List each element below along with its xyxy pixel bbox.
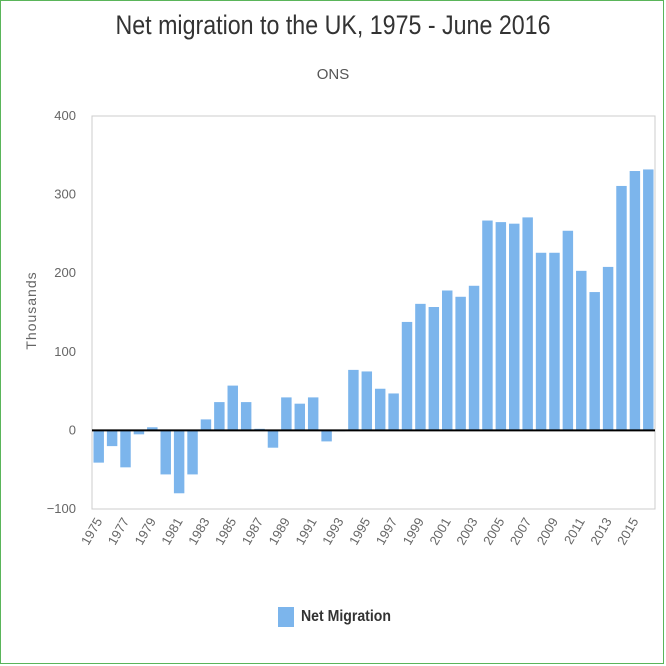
y-axis-label: Thousands [23,271,39,349]
legend-swatch [278,607,294,627]
bar-2011[interactable] [576,270,587,431]
x-tick-label: 1991 [292,515,319,548]
bar-1984[interactable] [214,402,225,431]
bar-2012[interactable] [589,292,600,431]
bar-1983[interactable] [200,419,212,431]
bar-2016[interactable] [643,169,654,431]
y-tick-label: 100 [54,344,76,359]
bar-1980[interactable] [160,430,171,475]
bar-2006[interactable] [509,223,520,431]
bar-2002[interactable] [455,296,466,431]
x-tick-label: 1981 [158,515,185,548]
bar-1979[interactable] [147,427,158,431]
x-tick-label: 2009 [534,515,561,548]
bar-1985[interactable] [227,385,238,431]
chart-title: Net migration to the UK, 1975 - June 201… [115,10,551,40]
bar-1998[interactable] [401,321,413,431]
x-tick-label: 2013 [587,515,614,548]
bar-2003[interactable] [468,285,480,431]
y-tick-label: 300 [54,187,76,202]
plot-area-border [91,115,656,510]
x-tick-label: 1999 [400,515,427,548]
bar-1977[interactable] [120,430,131,468]
y-tick-label: −100 [47,501,76,516]
x-tick-label: 1997 [373,515,400,548]
x-tick-label: 1985 [212,515,239,548]
bar-1996[interactable] [374,388,386,431]
y-tick-label: 400 [54,108,76,123]
legend[interactable]: Net Migration [278,606,403,628]
y-tick-label: 0 [69,422,76,437]
bar-1975[interactable] [93,430,104,463]
x-tick-label: 2015 [614,515,641,548]
bar-1978[interactable] [133,430,145,435]
bar-2005[interactable] [495,222,507,431]
bar-1991[interactable] [307,397,319,431]
legend-label: Net Migration [301,608,391,625]
chart-subtitle: ONS [316,66,350,83]
x-tick-label: 1993 [319,515,346,548]
bar-1992[interactable] [321,430,332,442]
x-tick-label: 1975 [78,515,105,548]
x-tick-label: 1989 [266,515,293,548]
bar-2009[interactable] [549,252,560,431]
bar-1986[interactable] [240,402,252,431]
bar-2001[interactable] [442,290,453,431]
x-tick-label: 2001 [426,515,453,548]
x-tick-label: 1977 [105,515,132,548]
bar-1982[interactable] [187,430,198,475]
bar-1997[interactable] [388,393,399,431]
bar-2000[interactable] [428,307,440,431]
y-tick-label: 200 [54,265,76,280]
bar-1988[interactable] [267,430,279,448]
bar-2014[interactable] [616,185,627,431]
x-tick-label: 2005 [480,515,507,548]
bar-2013[interactable] [602,266,614,431]
x-tick-label: 1995 [346,515,373,548]
bar-2007[interactable] [522,217,533,431]
x-tick-label: 1987 [239,515,266,548]
bar-2008[interactable] [535,252,547,431]
x-tick-label: 1979 [131,515,158,548]
bar-2015[interactable] [629,171,641,431]
x-tick-label: 1983 [185,515,212,548]
bar-2010[interactable] [562,230,574,431]
bar-1990[interactable] [294,403,306,431]
bar-1995[interactable] [361,371,373,431]
bar-1989[interactable] [281,397,292,431]
bar-2004[interactable] [482,220,493,431]
bar-1981[interactable] [173,430,185,494]
x-tick-label: 2003 [453,515,480,548]
bar-1999[interactable] [415,303,426,431]
bar-1994[interactable] [348,369,359,431]
x-tick-label: 2011 [561,515,588,547]
x-tick-label: 2007 [507,515,534,548]
bar-1976[interactable] [106,430,118,447]
